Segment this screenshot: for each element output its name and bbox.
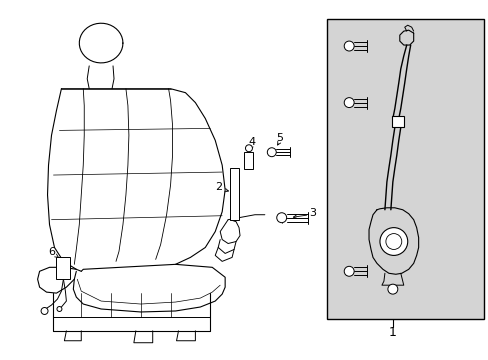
Circle shape — [276, 213, 286, 223]
Circle shape — [344, 266, 353, 276]
Bar — [326, 19, 483, 319]
Text: 1: 1 — [388, 326, 396, 339]
Circle shape — [344, 41, 353, 51]
Circle shape — [385, 234, 401, 249]
Text: 3: 3 — [308, 208, 315, 218]
Circle shape — [57, 306, 62, 311]
Bar — [391, 116, 403, 127]
Circle shape — [41, 307, 48, 314]
Text: 2: 2 — [214, 182, 222, 192]
Text: 4: 4 — [248, 137, 255, 147]
Circle shape — [344, 98, 353, 108]
Circle shape — [267, 148, 276, 157]
Bar — [244, 152, 252, 169]
Text: 6: 6 — [48, 247, 55, 257]
Circle shape — [245, 145, 252, 152]
Bar — [56, 257, 70, 279]
Circle shape — [379, 228, 407, 255]
Bar — [230, 168, 239, 220]
Text: 5: 5 — [276, 133, 283, 143]
Circle shape — [387, 284, 397, 294]
